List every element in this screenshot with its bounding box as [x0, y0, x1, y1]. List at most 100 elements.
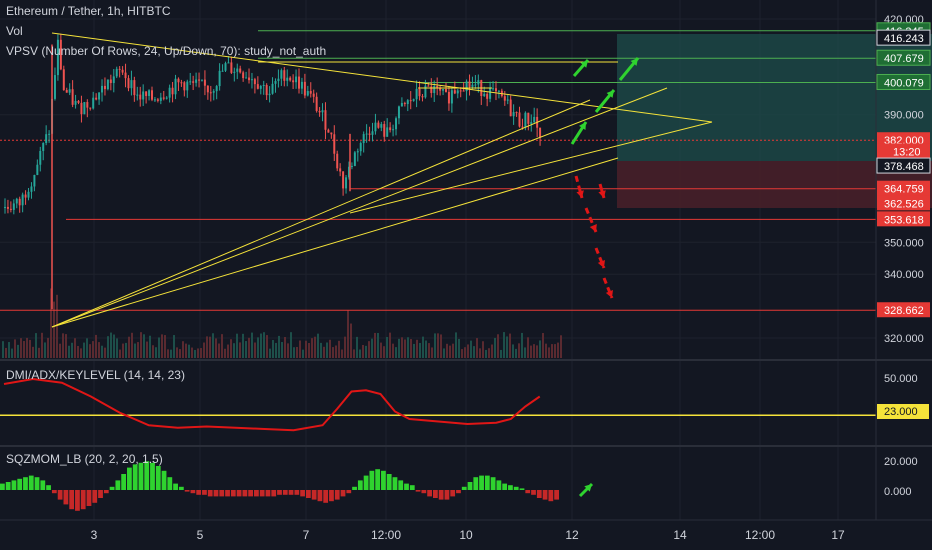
- sqz-bar: [346, 490, 352, 494]
- dmi-legend[interactable]: DMI/ADX/KEYLEVEL (14, 14, 23): [6, 368, 185, 382]
- trendline-1: [51, 99, 591, 328]
- candle-body: [506, 99, 509, 101]
- candle-body: [298, 76, 300, 89]
- candle-body: [53, 75, 56, 99]
- volume-bar: [191, 347, 193, 358]
- volume-bar: [119, 349, 121, 358]
- sqz-bar: [121, 474, 127, 490]
- arrow-down-5-head: [605, 290, 613, 298]
- candle-body: [392, 129, 395, 131]
- volume-bar: [299, 340, 301, 358]
- sqz-bar: [438, 490, 444, 500]
- volume-bar: [281, 342, 283, 358]
- time-axis-ticks: 3 5 7 12:00 10 12 14 12:00 17: [91, 528, 845, 542]
- volume-bar: [179, 349, 181, 358]
- candle-body: [33, 174, 36, 187]
- candle-body: [242, 72, 245, 79]
- candle-body: [250, 79, 253, 81]
- candle-body: [353, 152, 356, 166]
- volume-bar: [38, 347, 40, 358]
- volume-bar: [260, 333, 262, 358]
- candle-body: [336, 153, 339, 169]
- volume-bar: [89, 344, 91, 358]
- sqz-bar: [519, 488, 525, 490]
- volume-bar: [140, 332, 142, 358]
- arrow-down-4-head: [597, 260, 605, 268]
- volume-bar: [542, 333, 544, 358]
- volume-bar: [422, 336, 424, 358]
- sqz-legend[interactable]: SQZMOM_LB (20, 2, 20, 1.5): [6, 452, 163, 466]
- sqz-bar: [225, 490, 230, 497]
- candle-body: [389, 127, 392, 131]
- volume-bar: [416, 339, 418, 358]
- candle-body: [456, 90, 459, 94]
- volume-bar: [20, 338, 22, 358]
- vpsv-legend[interactable]: VPSV (Number Of Rows, 24, Up/Down, 70): …: [6, 44, 327, 58]
- sqz-bar: [484, 475, 490, 490]
- volume-bar: [338, 340, 340, 358]
- candle-body: [153, 99, 156, 101]
- candle-body: [427, 85, 430, 87]
- sqz-tick-20: 20.000: [884, 456, 918, 468]
- candle-body: [92, 97, 95, 109]
- sqz-bar: [329, 490, 334, 502]
- volume-bar: [461, 349, 463, 358]
- candle-body: [530, 122, 533, 124]
- volume-bar: [431, 347, 433, 358]
- volume-bar: [476, 338, 478, 358]
- candle-body: [212, 91, 215, 93]
- volume-bar: [68, 345, 70, 358]
- candle-body: [6, 206, 9, 209]
- candle-body: [450, 90, 453, 104]
- dmi-keylevel-badge: [877, 404, 929, 419]
- candle-body: [230, 62, 233, 73]
- candle-body: [112, 76, 115, 84]
- volume-bar: [221, 334, 223, 358]
- volume-bar: [173, 335, 175, 358]
- sqz-bar: [28, 475, 34, 490]
- volume-bar: [350, 323, 352, 358]
- volume-bar: [290, 332, 292, 358]
- sqz-bar: [404, 483, 409, 490]
- price-badge-text-328.662: 328.662: [884, 305, 924, 317]
- volume-bars: [2, 288, 562, 358]
- candle-body: [9, 208, 12, 210]
- sqz-bar: [150, 462, 155, 490]
- candle-body: [42, 142, 45, 151]
- volume-bar: [104, 347, 106, 358]
- volume-bar: [203, 342, 205, 358]
- candle-body: [192, 81, 195, 83]
- candle-body: [98, 92, 101, 100]
- volume-bar: [536, 345, 538, 358]
- volume-bar: [368, 341, 370, 358]
- volume-bar: [485, 349, 487, 358]
- volume-legend[interactable]: Vol: [6, 24, 23, 38]
- candle-body: [474, 84, 477, 86]
- volume-bar: [116, 338, 118, 358]
- volume-bar: [506, 336, 508, 358]
- volume-bar: [362, 344, 364, 358]
- volume-bar: [410, 339, 412, 358]
- candle-body: [515, 112, 518, 114]
- arrow-down-2-head: [598, 190, 606, 198]
- volume-bar: [302, 349, 304, 358]
- volume-bar: [71, 342, 73, 358]
- sqz-bar: [0, 483, 5, 490]
- volume-bar: [305, 340, 307, 358]
- candle-body: [259, 86, 262, 89]
- sqz-bar: [375, 469, 381, 490]
- volume-bar: [56, 294, 58, 358]
- volume-bar: [398, 338, 400, 358]
- volume-bar: [233, 343, 235, 358]
- volume-bar: [101, 345, 103, 358]
- price-tick-350.000: 350.000: [884, 237, 924, 249]
- volume-bar: [539, 340, 541, 358]
- symbol-title[interactable]: Ethereum / Tether, 1h, HITBTC: [6, 4, 171, 18]
- candle-body: [512, 112, 515, 117]
- candle-body: [200, 79, 203, 81]
- arrow-down-5: [602, 277, 614, 299]
- candle-body: [106, 79, 109, 90]
- sqz-bar: [456, 490, 461, 494]
- candle-body: [350, 165, 353, 167]
- volume-bar: [188, 344, 190, 358]
